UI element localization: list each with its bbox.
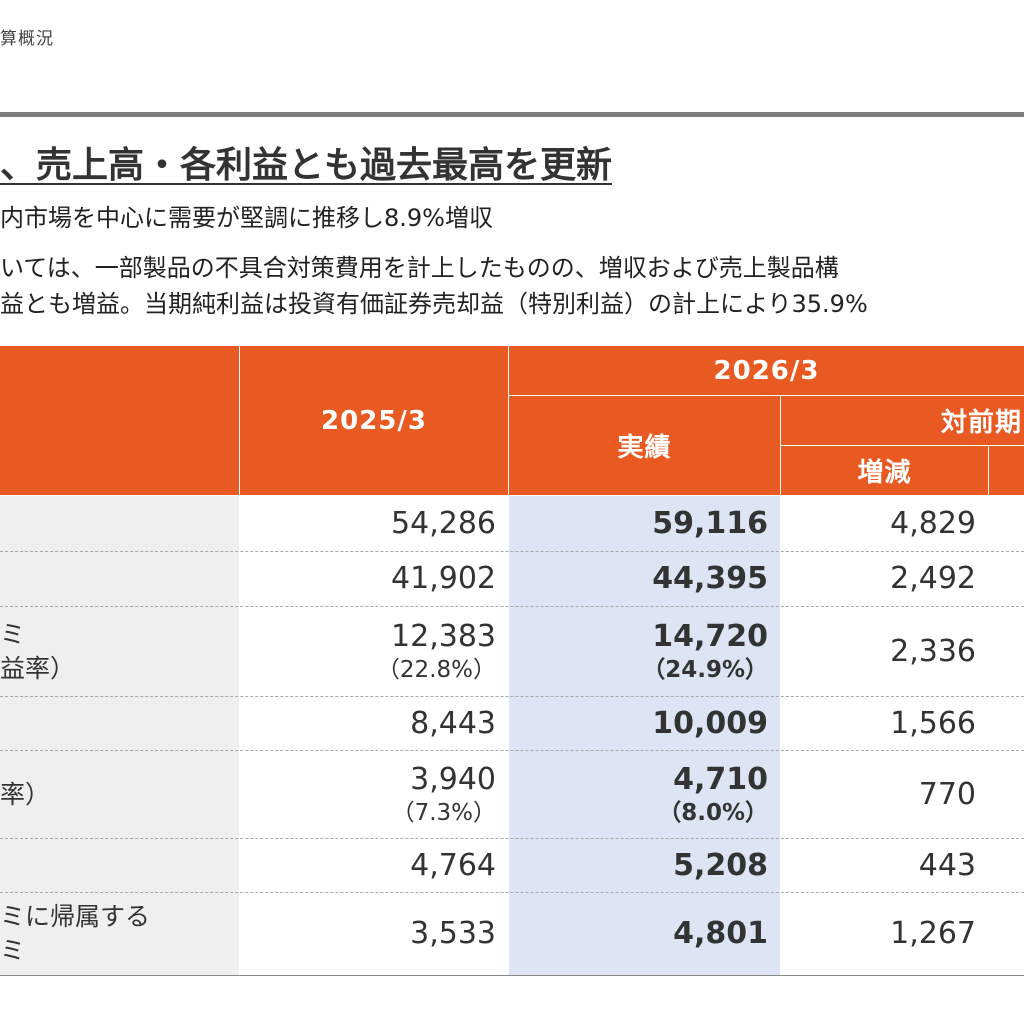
actual-value-cell: 4,710 （8.0%） <box>658 761 768 826</box>
summary-line-1: 内市場を中心に需要が堅調に推移し8.9%増収 <box>0 204 493 232</box>
table-row: 41,902 44,395 2,492 <box>0 552 1024 607</box>
header-change-label: 増減 <box>857 458 912 488</box>
row-label <box>0 839 239 892</box>
prev-value-cell: 12,383 （22.8%） <box>376 618 496 683</box>
results-table: 2025/3 2026/3 実績 対前期 増減 54,286 59,116 4,… <box>0 346 1024 976</box>
row-label: ミに帰属するミ <box>0 902 151 965</box>
table-row: 54,286 59,116 4,829 <box>0 496 1024 552</box>
change-value-cell: 2,336 <box>890 633 976 669</box>
row-label <box>0 697 239 750</box>
header-change: 増減 <box>781 446 988 495</box>
header-fy2025-label: 2025/3 <box>321 405 427 436</box>
table-row: 率） 3,940 （7.3%） 4,710 （8.0%） 770 <box>0 751 1024 839</box>
breadcrumb: 算概況 <box>0 29 54 49</box>
prev-value-cell: 3,533 <box>410 916 496 951</box>
prev-value-cell: 3,940 （7.3%） <box>391 761 496 826</box>
actual-value-cell: 59,116 <box>652 505 768 541</box>
table-row: ミに帰属するミ 3,533 4,801 1,267 <box>0 893 1024 976</box>
actual-value-cell: 4,801 <box>673 916 768 951</box>
change-value-cell: 4,829 <box>890 505 976 541</box>
prev-value-cell: 41,902 <box>391 561 496 596</box>
change-value-cell: 2,492 <box>890 561 976 596</box>
actual-value-cell: 5,208 <box>673 847 768 883</box>
row-label <box>0 552 239 606</box>
change-value-cell: 770 <box>918 776 976 812</box>
change-value-cell: 1,566 <box>890 705 976 741</box>
prev-value-cell: 8,443 <box>410 705 496 741</box>
header-vs-prior-label: 対前期 <box>941 408 1023 438</box>
summary-line-2: いては、一部製品の不具合対策費用を計上したものの、増収および売上製品構 <box>0 254 839 282</box>
actual-column-highlight <box>509 496 780 976</box>
header-fy2025: 2025/3 <box>240 346 508 495</box>
row-label <box>0 496 239 551</box>
table-row: ミ益率） 12,383 （22.8%） 14,720 （24.9%） 2,336 <box>0 607 1024 697</box>
actual-value-cell: 14,720 （24.9%） <box>642 618 768 683</box>
header-actual: 実績 <box>509 396 780 495</box>
row-label: 率） <box>0 779 51 809</box>
change-value-cell: 1,267 <box>890 916 976 951</box>
summary-line-3: 益とも増益。当期純利益は投資有価証券売却益（特別利益）の計上により35.9% <box>0 290 868 318</box>
actual-value-cell: 44,395 <box>652 561 768 596</box>
table-row: 8,443 10,009 1,566 <box>0 697 1024 751</box>
header-label-corner <box>0 346 239 495</box>
header-fy2026-label: 2026/3 <box>713 355 820 386</box>
actual-value-cell: 10,009 <box>652 705 768 741</box>
header-change-pct <box>989 446 1024 495</box>
page-headline: 、売上高・各利益とも過去最高を更新 <box>0 145 613 186</box>
prev-value-cell: 4,764 <box>410 847 496 883</box>
header-vs-prior: 対前期 <box>781 396 1024 445</box>
header-actual-label: 実績 <box>617 433 672 463</box>
prev-value-cell: 54,286 <box>391 505 496 541</box>
row-label: ミ益率） <box>0 619 76 683</box>
title-rule <box>0 112 1024 117</box>
table-row: 4,764 5,208 443 <box>0 839 1024 893</box>
change-value-cell: 443 <box>918 847 976 883</box>
header-fy2026: 2026/3 <box>509 346 1024 395</box>
label-column <box>0 496 239 976</box>
